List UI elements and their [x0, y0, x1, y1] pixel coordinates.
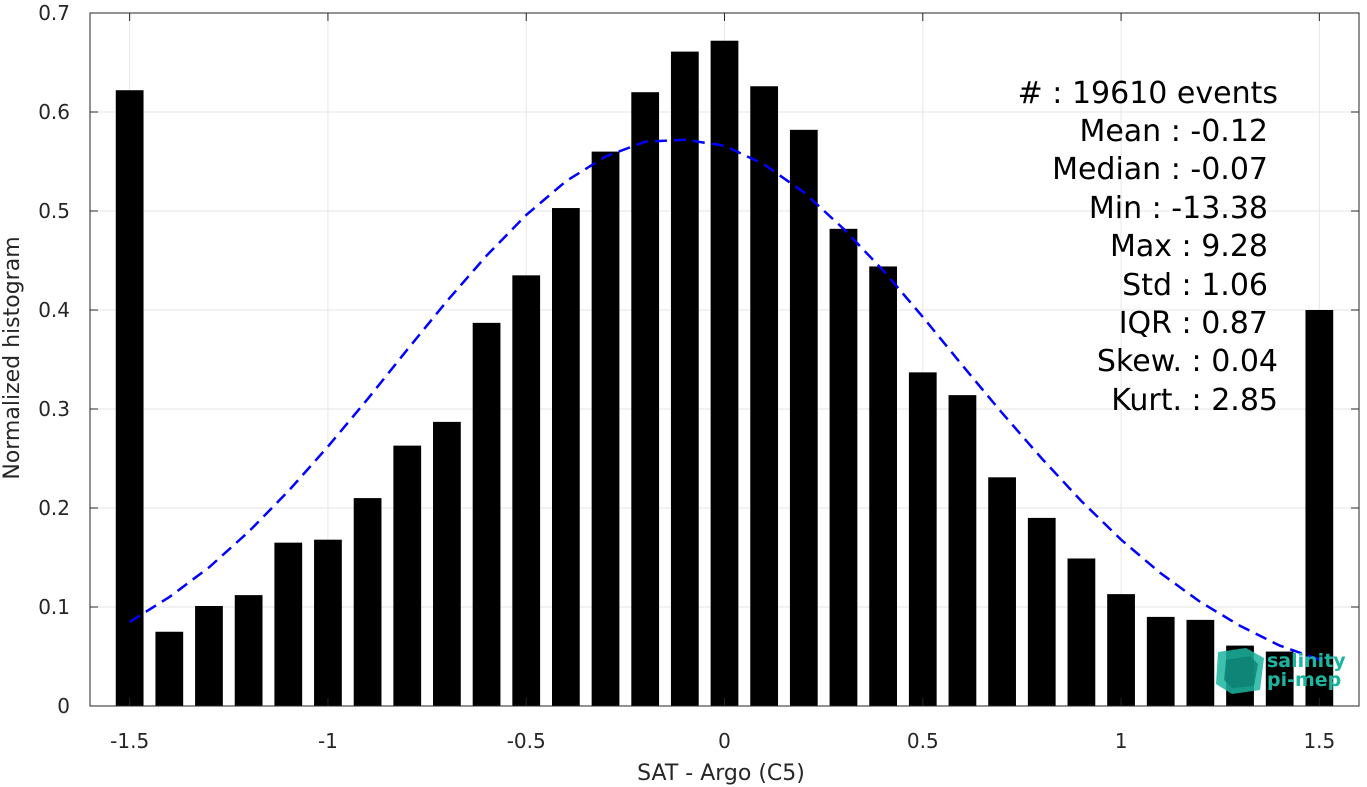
- logo-text-line1: salinity: [1267, 650, 1346, 672]
- histogram-bar: [670, 51, 699, 707]
- x-tick-label: 0.5: [907, 729, 939, 753]
- histogram-bar: [472, 322, 501, 706]
- histogram-bar: [115, 90, 144, 707]
- y-tick-label: 0.1: [38, 595, 70, 619]
- stat-median: Median : -0.07: [1052, 152, 1268, 187]
- logo-mark-inner-icon: [1224, 656, 1258, 688]
- x-tick-label: -1.5: [110, 729, 149, 753]
- x-tick-label: -1: [318, 729, 338, 753]
- x-tick-label: -0.5: [507, 729, 546, 753]
- y-tick-label: 0.3: [38, 397, 70, 421]
- stat-iqr: IQR : 0.87: [1119, 306, 1268, 341]
- logo-text-line2: pi-mep: [1267, 669, 1341, 691]
- stat-min: Min : -13.38: [1089, 191, 1268, 226]
- histogram-bar: [591, 151, 620, 707]
- histogram-bar: [710, 40, 739, 707]
- y-tick-label: 0.4: [38, 298, 70, 322]
- stat-kurt: Kurt. : 2.85: [1111, 383, 1278, 418]
- histogram-bar: [314, 539, 342, 706]
- y-tick-label: 0: [57, 694, 70, 718]
- x-axis-ticks: -1.5 -1 -0.5 0 0.5 1 1.5: [110, 13, 1335, 753]
- statistics-annotation: # : 19610 events Mean : -0.12 Median : -…: [1018, 76, 1278, 418]
- histogram-bar: [750, 86, 779, 706]
- histogram-bar: [195, 606, 223, 706]
- histogram-bars: [115, 40, 1334, 707]
- x-tick-label: 1: [1115, 729, 1128, 753]
- histogram-bar: [1186, 619, 1215, 706]
- histogram-bar: [274, 542, 303, 706]
- histogram-bar: [908, 372, 937, 706]
- histogram-bar: [433, 421, 461, 706]
- histogram-bar: [1067, 558, 1096, 706]
- salinity-pimep-logo: salinity pi-mep: [1216, 648, 1346, 694]
- histogram-bar: [948, 395, 977, 706]
- histogram-bar: [155, 631, 184, 706]
- x-tick-label: 1.5: [1303, 729, 1335, 753]
- normal-fit-curve: [129, 138, 1320, 661]
- histogram-bar: [988, 477, 1016, 706]
- stat-skew: Skew. : 0.04: [1097, 344, 1278, 379]
- histogram-bar: [789, 129, 818, 706]
- histogram-bar: [353, 498, 382, 706]
- y-axis-title: Normalized histogram: [0, 236, 25, 479]
- x-tick-label: 0: [718, 729, 731, 753]
- y-tick-label: 0.6: [38, 100, 70, 124]
- histogram-bar: [234, 595, 263, 706]
- y-tick-label: 0.5: [38, 199, 70, 223]
- y-tick-label: 0.2: [38, 496, 70, 520]
- stat-max: Max : 9.28: [1110, 229, 1268, 264]
- y-axis-ticks: 0 0.1 0.2 0.3 0.4 0.5 0.6 0.7: [38, 1, 1359, 718]
- histogram-bar: [1146, 616, 1175, 706]
- histogram-bar: [829, 228, 858, 706]
- histogram-bar: [393, 445, 422, 706]
- histogram-bar: [551, 208, 580, 706]
- histogram-bar: [1305, 310, 1334, 706]
- histogram-bar: [869, 266, 898, 706]
- y-tick-label: 0.7: [38, 1, 70, 25]
- stat-std: Std : 1.06: [1122, 268, 1268, 303]
- histogram-bar: [512, 275, 541, 706]
- stat-mean: Mean : -0.12: [1079, 114, 1268, 149]
- histogram-bar: [1265, 651, 1294, 706]
- x-axis-title: SAT - Argo (C5): [637, 761, 805, 786]
- histogram-bar: [1107, 594, 1135, 706]
- histogram-bar: [631, 92, 660, 706]
- stat-events: # : 19610 events: [1018, 76, 1278, 111]
- histogram-bar: [1027, 517, 1056, 706]
